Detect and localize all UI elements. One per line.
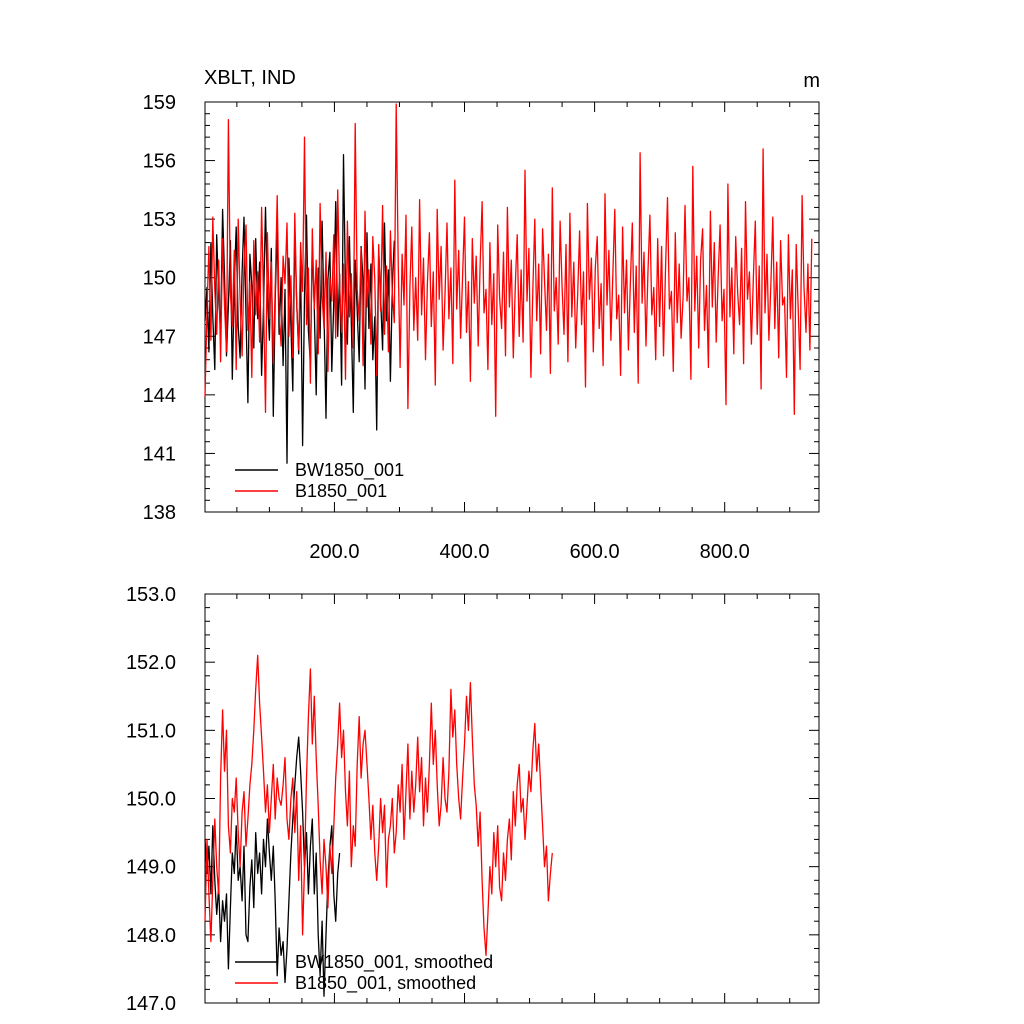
chart-title: XBLT, IND — [204, 67, 296, 89]
y-tick-label: 144 — [143, 385, 176, 407]
plot-frame — [204, 101, 820, 513]
legend-label: B1850_001 — [295, 481, 387, 502]
legend-label: BW1850_001, smoothed — [295, 952, 493, 973]
y-tick-label: 151.0 — [126, 720, 176, 742]
legend-label: BW1850_001 — [295, 460, 404, 481]
y-tick-label: 150 — [143, 268, 176, 290]
legend-label: B1850_001, smoothed — [295, 973, 476, 994]
y-tick-label: 141 — [143, 443, 176, 465]
x-tick-label: 400.0 — [439, 541, 489, 563]
series-line-b1850 — [204, 103, 813, 417]
y-tick-label: 147.0 — [126, 993, 176, 1015]
y-tick-label: 156 — [143, 151, 176, 173]
series-line-b1850 — [204, 654, 553, 956]
x-tick-label: 200.0 — [309, 541, 359, 563]
y-tick-label: 152.0 — [126, 652, 176, 674]
chart-top: XBLT, IND m 200.0 400.0 600.0 800.0 138 141 14… — [143, 67, 820, 563]
y-tick-label: 138 — [143, 502, 176, 524]
y-tick-label: 150.0 — [126, 789, 176, 811]
y-tick-label: 148.0 — [126, 925, 176, 947]
y-tick-label: 153.0 — [126, 584, 176, 606]
x-tick-label: 600.0 — [570, 541, 620, 563]
y-tick-label: 147 — [143, 326, 176, 348]
chart-bottom: 147.0 148.0 149.0 150.0 151.0 152.0 153.0 BW185… — [126, 584, 820, 1015]
y-tick-label: 159 — [143, 92, 176, 114]
units-label: m — [803, 70, 820, 92]
y-tick-label: 149.0 — [126, 857, 176, 879]
series-line-bw1850 — [204, 736, 341, 997]
x-tick-label: 800.0 — [700, 541, 750, 563]
y-tick-label: 153 — [143, 209, 176, 231]
